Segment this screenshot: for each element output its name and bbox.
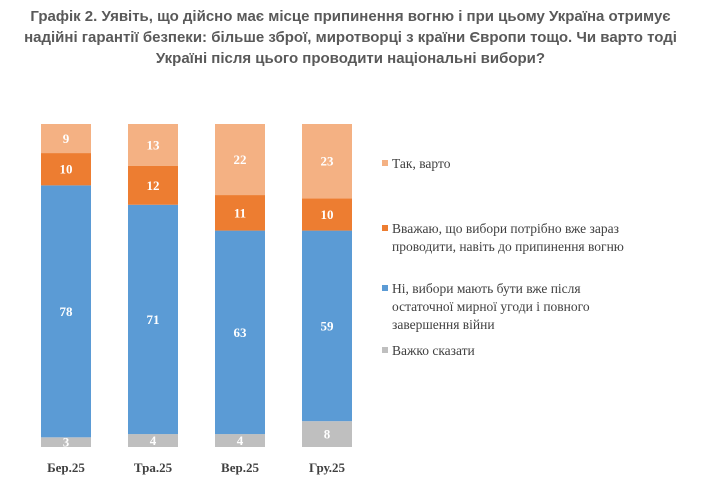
bar-segment	[41, 185, 91, 438]
data-label: 13	[147, 137, 161, 152]
bar-segment	[128, 124, 178, 166]
legend-label: Важко сказати	[392, 343, 475, 358]
data-label: 4	[150, 433, 157, 448]
bars-area: 3 78 10 9 4 71 12 13 4 63 11 22 8 59 10 23	[41, 124, 352, 450]
x-axis-labels: Бер.25 Тра.25 Вер.25 Гру.25	[47, 460, 345, 475]
bar-segment	[215, 195, 265, 231]
data-label: 10	[60, 162, 73, 177]
x-tick-label: Бер.25	[47, 460, 85, 475]
legend: Так, варто Вважаю, що вибори потрібно вже…	[382, 156, 624, 358]
bar-segment	[41, 437, 91, 447]
bar-segment	[128, 165, 178, 205]
x-tick-label: Вер.25	[221, 460, 259, 475]
legend-label: Вважаю, що вибори потрібно вже зараз пров…	[392, 221, 624, 254]
data-label: 11	[234, 205, 246, 220]
bar-segment	[302, 421, 352, 447]
data-label: 8	[324, 427, 331, 442]
data-label: 12	[147, 178, 160, 193]
bar-segment	[215, 124, 265, 196]
bar-segment	[215, 230, 265, 435]
bar-segment	[302, 124, 352, 199]
legend-label: Ні, вибори мають бути вже після остаточно…	[392, 281, 590, 332]
data-label: 63	[234, 325, 248, 340]
legend-swatch	[382, 225, 388, 231]
data-label: 71	[147, 312, 160, 327]
data-label: 10	[321, 207, 334, 222]
legend-swatch	[382, 347, 388, 353]
data-label: 9	[63, 131, 70, 146]
x-tick-label: Гру.25	[309, 460, 345, 475]
bar-segment	[41, 153, 91, 186]
data-label: 3	[63, 435, 70, 450]
legend-label: Так, варто	[392, 156, 451, 171]
data-label: 22	[234, 152, 247, 167]
bar-segment	[128, 204, 178, 435]
x-tick-label: Тра.25	[134, 460, 173, 475]
chart-title: Графік 2. Уявіть, що дійсно має місце пр…	[24, 8, 677, 67]
legend-swatch	[382, 285, 388, 291]
data-label: 59	[321, 318, 335, 333]
bar-segment	[302, 198, 352, 231]
data-label: 78	[60, 304, 74, 319]
bar-segment	[215, 434, 265, 447]
legend-swatch	[382, 160, 388, 166]
bar-segment	[302, 230, 352, 422]
data-label: 4	[237, 433, 244, 448]
data-label: 23	[321, 154, 335, 169]
bar-segment	[41, 124, 91, 154]
bar-segment	[128, 434, 178, 447]
